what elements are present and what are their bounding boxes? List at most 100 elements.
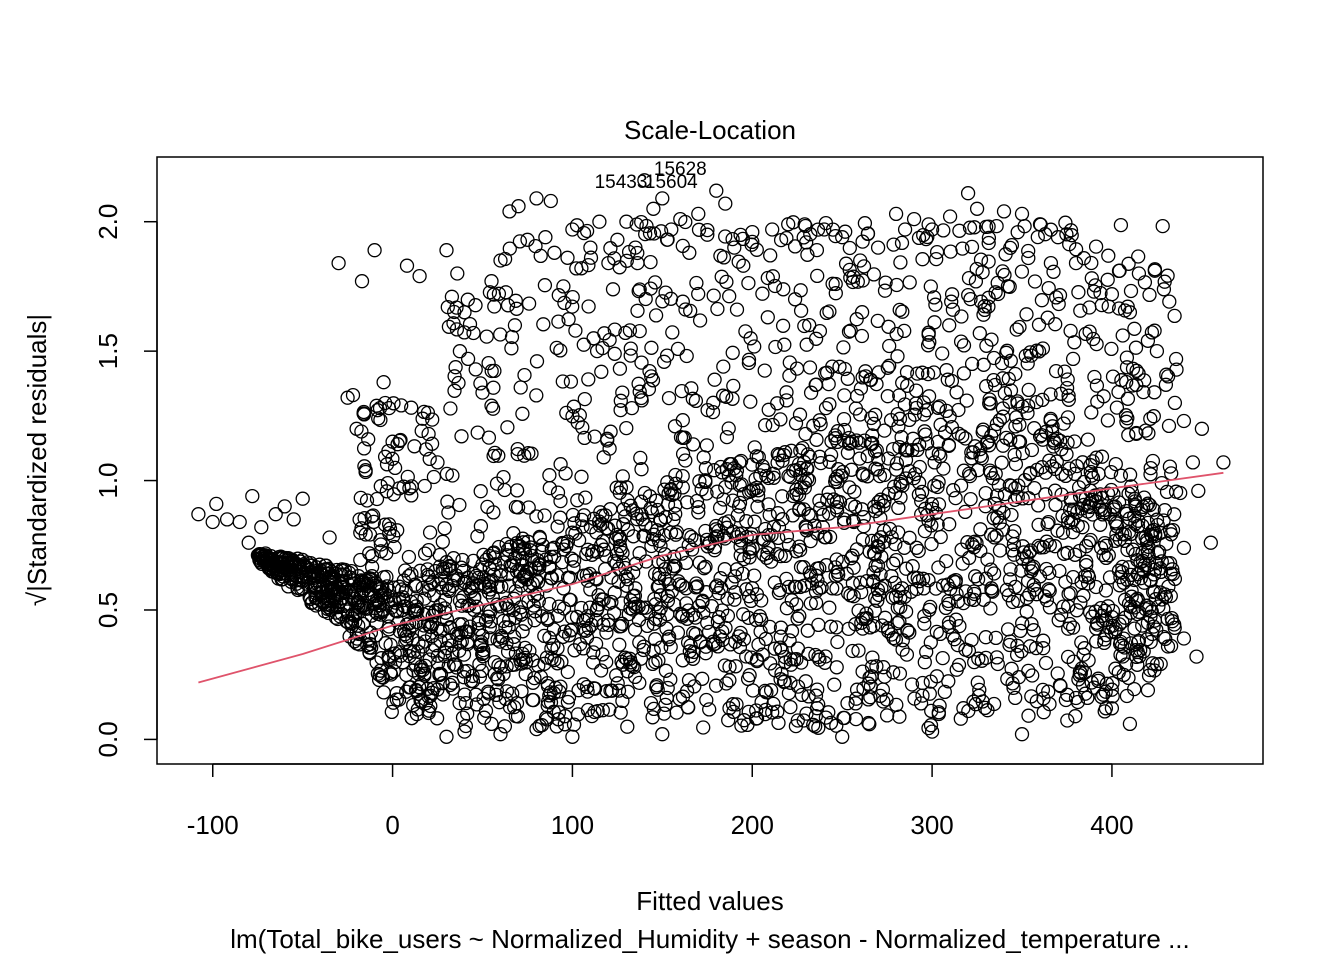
data-point-1764: [619, 578, 634, 593]
data-point-1257: [839, 566, 854, 581]
data-point-3222: [924, 724, 940, 739]
data-point-280: [430, 648, 445, 663]
data-point-2459: [605, 282, 621, 297]
data-point-625: [384, 704, 399, 720]
data-point-2342: [302, 558, 318, 573]
data-point-2314: [309, 560, 324, 575]
data-point-125: [983, 601, 998, 616]
data-point-2553: [955, 241, 970, 256]
data-point-2972: [663, 291, 679, 306]
data-point-2930: [897, 323, 912, 339]
data-point-1604: [739, 514, 754, 529]
data-point-2409: [956, 366, 972, 381]
data-point-490: [698, 639, 714, 654]
data-point-277: [1067, 434, 1082, 449]
data-point-844: [1105, 618, 1120, 633]
data-point-1054: [912, 459, 927, 475]
data-point-2324: [494, 579, 509, 594]
data-point-2250: [871, 540, 886, 555]
data-point-1500: [680, 635, 696, 650]
data-point-1709: [754, 694, 769, 710]
data-point-2573: [857, 216, 873, 231]
data-point-2682: [642, 363, 657, 379]
data-point-1999: [982, 392, 997, 407]
data-point-2306: [466, 591, 482, 606]
data-point-2072: [747, 514, 762, 529]
data-point-3153: [628, 240, 643, 255]
data-point-2494: [818, 400, 834, 416]
data-point-9: [1049, 454, 1064, 469]
data-point-3024: [479, 329, 494, 344]
data-point-2153: [517, 640, 533, 656]
data-point-3102: [209, 496, 224, 512]
data-point-3135: [484, 274, 499, 289]
data-point-1204: [736, 486, 752, 502]
data-point-2617: [852, 407, 868, 422]
data-point-1871: [525, 576, 540, 591]
data-point-2983: [989, 218, 1004, 234]
data-point-2933: [999, 343, 1015, 358]
data-point-2230: [996, 505, 1011, 520]
data-point-1854: [435, 676, 450, 691]
data-point-2599: [619, 420, 634, 436]
data-point-2374: [1026, 578, 1041, 593]
data-point-2265: [476, 576, 492, 591]
data-point-2013: [370, 666, 386, 681]
data-point-2352: [297, 558, 312, 573]
data-point-2348: [820, 492, 835, 507]
data-point-804: [862, 670, 877, 685]
data-point-667: [632, 635, 647, 650]
data-point-1594: [443, 677, 458, 693]
data-point-3092: [372, 401, 388, 416]
data-point-200: [988, 630, 1004, 646]
data-point-2043: [713, 571, 728, 586]
data-point-1988: [830, 634, 845, 650]
data-point-1580: [1029, 587, 1044, 602]
data-point-2456: [765, 417, 780, 433]
data-point-2491: [706, 395, 721, 410]
data-point-1741: [1049, 431, 1065, 447]
data-point-2915: [968, 274, 984, 289]
data-point-2870: [1121, 256, 1136, 271]
data-point-2510: [529, 509, 544, 524]
data-point-663: [793, 579, 808, 595]
data-point-3034: [842, 240, 857, 256]
data-point-3048: [942, 318, 957, 333]
data-point-2040: [977, 700, 993, 716]
data-point-417: [1036, 633, 1051, 648]
data-point-2761: [920, 366, 936, 382]
data-point-1476: [527, 670, 542, 686]
data-point-676: [922, 686, 937, 701]
data-point-1307: [836, 710, 851, 726]
data-point-1310: [671, 574, 686, 589]
data-point-2782: [364, 549, 380, 564]
data-point-2826: [775, 318, 791, 333]
data-point-2011: [1142, 600, 1157, 615]
data-point-1628: [496, 613, 511, 629]
data-point-0: [851, 603, 866, 618]
data-point-1687: [612, 637, 627, 652]
data-point-2706: [447, 383, 462, 398]
data-point-2338: [681, 603, 696, 618]
data-point-1471: [1100, 599, 1116, 614]
data-point-1748: [856, 509, 871, 525]
data-point-2144: [1118, 610, 1133, 625]
data-point-1055: [543, 570, 559, 586]
data-point-2757: [407, 439, 422, 454]
data-point-805: [489, 687, 504, 703]
data-point-2875: [484, 398, 499, 413]
data-point-2344: [473, 638, 488, 654]
data-point-2289: [333, 585, 349, 600]
data-point-2798: [632, 323, 647, 339]
data-point-3103: [219, 512, 235, 527]
data-point-1606: [854, 502, 870, 517]
data-point-440: [938, 600, 954, 616]
x-tick-label-2: 100: [551, 810, 594, 840]
data-point-3155: [646, 201, 661, 216]
data-point-2071: [362, 646, 377, 661]
data-point-2760: [401, 549, 417, 565]
data-point-1557: [1089, 634, 1104, 649]
data-point-1405: [563, 592, 578, 608]
data-point-2857: [1108, 456, 1123, 472]
data-point-2406: [1087, 369, 1102, 385]
